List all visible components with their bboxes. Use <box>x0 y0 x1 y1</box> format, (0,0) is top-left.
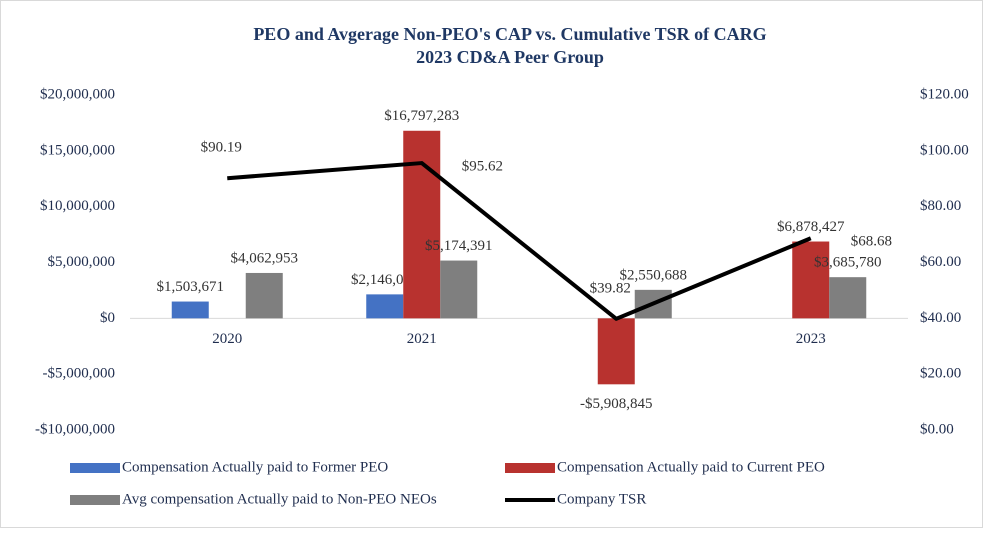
legend-swatch <box>70 463 120 473</box>
y-tick-label: $15,000,000 <box>40 142 115 158</box>
bar <box>245 272 283 319</box>
bar <box>829 277 867 319</box>
y2-tick-label: $60.00 <box>920 254 961 270</box>
legend-label: Company TSR <box>557 491 646 507</box>
data-label: $1,503,671 <box>157 279 225 295</box>
x-tick-label: 2023 <box>796 331 826 347</box>
y2-tick-label: $80.00 <box>920 198 961 214</box>
data-label: $4,062,953 <box>231 250 299 266</box>
data-label: $95.62 <box>462 158 503 174</box>
bar <box>597 318 635 385</box>
bar <box>403 130 441 319</box>
y-tick-label: -$10,000,000 <box>35 421 115 437</box>
y2-tick-label: $120.00 <box>920 86 969 102</box>
y2-tick-label: $0.00 <box>920 421 954 437</box>
data-label: $5,174,391 <box>425 238 493 254</box>
y-tick-label: $10,000,000 <box>40 198 115 214</box>
x-tick-label: 2020 <box>212 331 242 347</box>
legend-swatch <box>70 495 120 505</box>
y-tick-label: -$5,000,000 <box>43 366 116 382</box>
data-label: $90.19 <box>201 140 242 156</box>
data-label: $2,550,688 <box>620 267 688 283</box>
bar <box>440 260 478 319</box>
bar <box>171 301 209 319</box>
data-label: -$5,908,845 <box>580 396 653 412</box>
data-label: $39.82 <box>590 280 631 296</box>
data-label: $3,685,780 <box>814 255 882 271</box>
bar <box>792 241 830 319</box>
data-label: $68.68 <box>851 234 892 250</box>
y2-tick-label: $40.00 <box>920 310 961 326</box>
x-tick-label: 2021 <box>407 331 437 347</box>
data-label: $16,797,283 <box>384 108 459 124</box>
legend-swatch <box>505 463 555 473</box>
data-label: $6,878,427 <box>777 219 845 235</box>
bar <box>366 294 404 319</box>
line-series <box>227 161 812 321</box>
chart-title: PEO and Avgerage Non-PEO's CAP vs. Cumul… <box>253 24 766 44</box>
legend-label: Compensation Actually paid to Current PE… <box>557 459 825 475</box>
y2-tick-label: $100.00 <box>920 142 969 158</box>
y-tick-label: $20,000,000 <box>40 86 115 102</box>
y-tick-label: $0 <box>100 310 115 326</box>
legend-label: Compensation Actually paid to Former PEO <box>122 459 388 475</box>
data-label: $2,146,089 <box>351 272 419 288</box>
y2-tick-label: $20.00 <box>920 366 961 382</box>
legend-label: Avg compensation Actually paid to Non-PE… <box>122 491 437 507</box>
y-tick-label: $5,000,000 <box>48 254 116 270</box>
chart-subtitle: 2023 CD&A Peer Group <box>416 47 604 67</box>
